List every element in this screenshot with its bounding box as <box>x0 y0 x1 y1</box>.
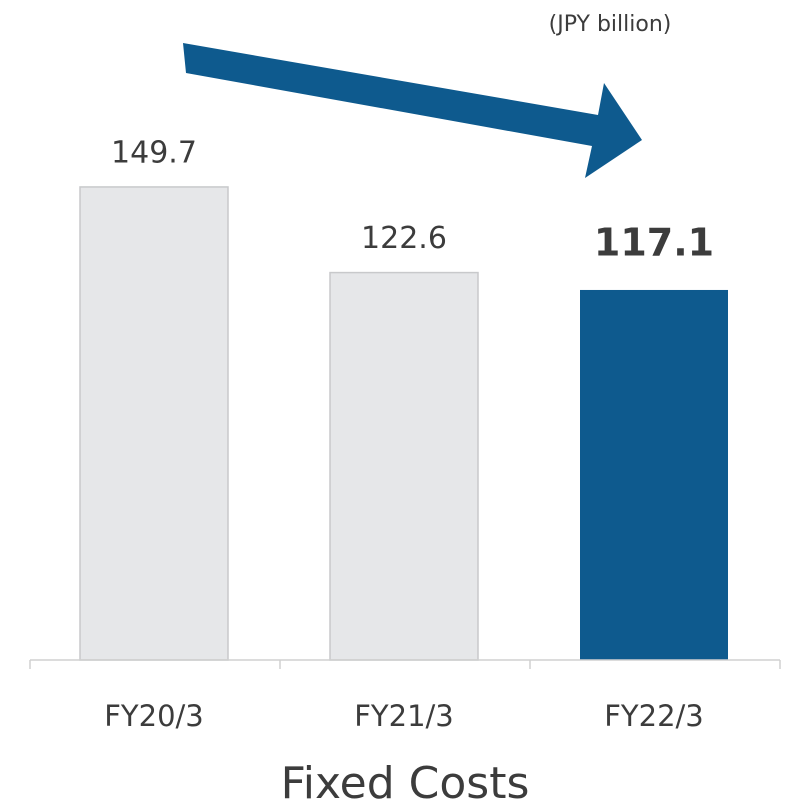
bar <box>580 289 728 660</box>
bar <box>329 271 479 661</box>
unit-label: (JPY billion) <box>549 12 672 37</box>
value-label: 117.1 <box>594 220 714 264</box>
value-label: 122.6 <box>361 221 447 256</box>
chart-title: Fixed Costs <box>281 758 530 809</box>
trend-arrow <box>183 43 642 178</box>
value-label: 149.7 <box>111 135 197 170</box>
x-tick-label: FY20/3 <box>104 699 204 733</box>
x-tick-label: FY22/3 <box>604 699 704 733</box>
bar <box>79 186 229 661</box>
x-tick-label: FY21/3 <box>354 699 454 733</box>
